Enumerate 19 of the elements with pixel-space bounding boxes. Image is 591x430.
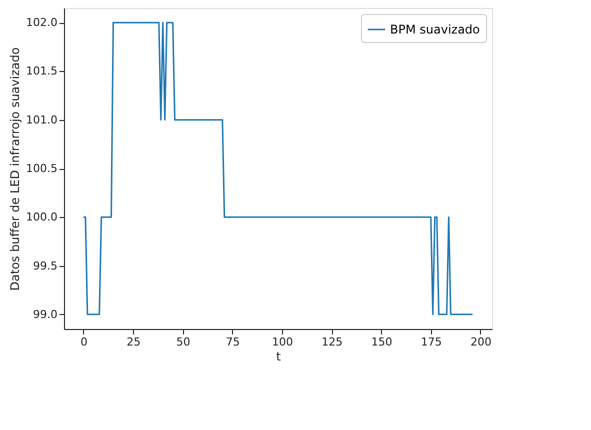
x-tick-label: 150 <box>371 336 392 348</box>
x-tick-label: 175 <box>420 336 442 348</box>
x-tick-label: 125 <box>322 336 343 348</box>
y-tick-label: 100.0 <box>26 210 58 224</box>
y-tick-label: 101.0 <box>26 113 58 126</box>
y-tick-label: 101.5 <box>26 64 58 78</box>
x-axis-title: t <box>276 350 282 364</box>
y-tick-label: 100.5 <box>26 162 58 175</box>
x-tick-label: 75 <box>226 336 240 348</box>
x-tick-label: 0 <box>80 336 88 348</box>
y-tick-label: 99.5 <box>33 259 58 272</box>
x-tick-label: 50 <box>176 336 190 348</box>
x-tick-label: 200 <box>470 336 492 348</box>
y-tick-label: 99.0 <box>33 308 58 321</box>
x-tick-label: 100 <box>272 336 293 348</box>
y-tick-label: 102.0 <box>26 16 58 30</box>
x-tick-label: 25 <box>126 336 141 348</box>
y-axis-title: Datos buffer de LED infrarrojo suavizado <box>8 47 22 291</box>
legend-label: BPM suavizado <box>390 22 480 36</box>
